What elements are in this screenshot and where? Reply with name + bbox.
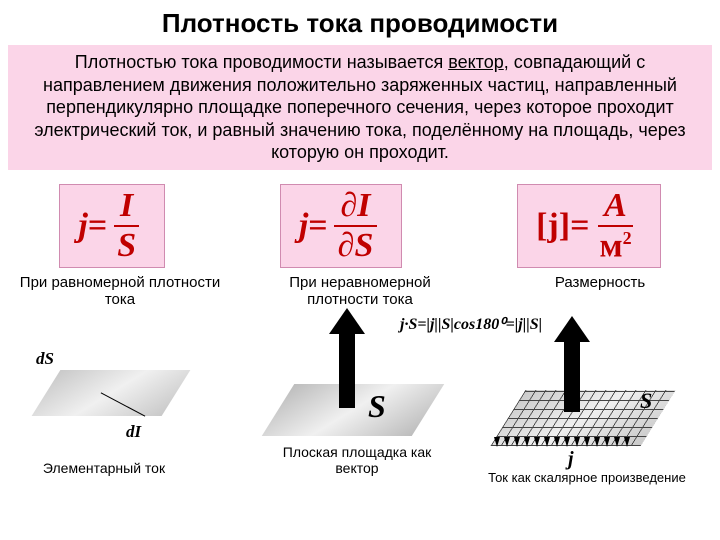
S-label2: S — [640, 388, 652, 414]
parallelogram-icon — [32, 370, 191, 416]
f2-lhs: j — [299, 207, 308, 245]
j-arrows-icon — [492, 434, 662, 456]
definition-underline: вектор — [448, 52, 504, 72]
f2-eq: = — [308, 207, 327, 245]
scalar-caption: Ток как скалярное произведение — [472, 470, 702, 485]
dI-label: dI — [126, 422, 141, 442]
captions-row: При равномерной плотности тока При нерав… — [0, 274, 720, 308]
cap-uniform: При равномерной плотности тока — [15, 274, 225, 308]
cap-dimension: Размерность — [495, 274, 705, 308]
f2-num: ∂I — [334, 189, 376, 227]
page-title: Плотность тока проводимости — [0, 0, 720, 45]
arrow-up-icon — [333, 308, 361, 408]
f3-den-exp: 2 — [623, 228, 632, 248]
f3-den: м — [599, 227, 622, 264]
f2-den: ∂S — [332, 227, 380, 263]
arrow-up2-icon — [558, 316, 586, 412]
bottom-diagrams: dS dI Элементарный ток S Плоская площадк… — [0, 314, 720, 514]
definition-box: Плотностью тока проводимости называется … — [8, 45, 712, 170]
definition-pre: Плотностью тока проводимости называется — [75, 52, 448, 72]
formula-dimension: [j] = A м2 — [517, 184, 661, 268]
formula-row: j = I S j = ∂I ∂S [j] = A м2 — [12, 184, 708, 268]
S-label: S — [368, 388, 386, 425]
f3-num: A — [598, 189, 633, 227]
j-label: j — [568, 448, 574, 471]
jS-equation: j·S=|j||S|cos180⁰=|j||S| — [400, 314, 542, 334]
cap-nonuniform: При неравномерной плотности тока — [255, 274, 465, 308]
f1-eq: = — [88, 207, 107, 245]
formula-nonuniform: j = ∂I ∂S — [280, 184, 403, 268]
dS-label: dS — [36, 349, 54, 369]
f1-num: I — [114, 189, 139, 227]
f1-den: S — [111, 227, 142, 263]
flat-caption: Плоская площадка как вектор — [262, 444, 452, 476]
f3-eq: = — [570, 207, 589, 245]
f3-lhs: [j] — [536, 207, 570, 245]
f1-lhs: j — [78, 207, 87, 245]
etok-caption: Элементарный ток — [14, 460, 194, 476]
formula-uniform: j = I S — [59, 184, 165, 268]
